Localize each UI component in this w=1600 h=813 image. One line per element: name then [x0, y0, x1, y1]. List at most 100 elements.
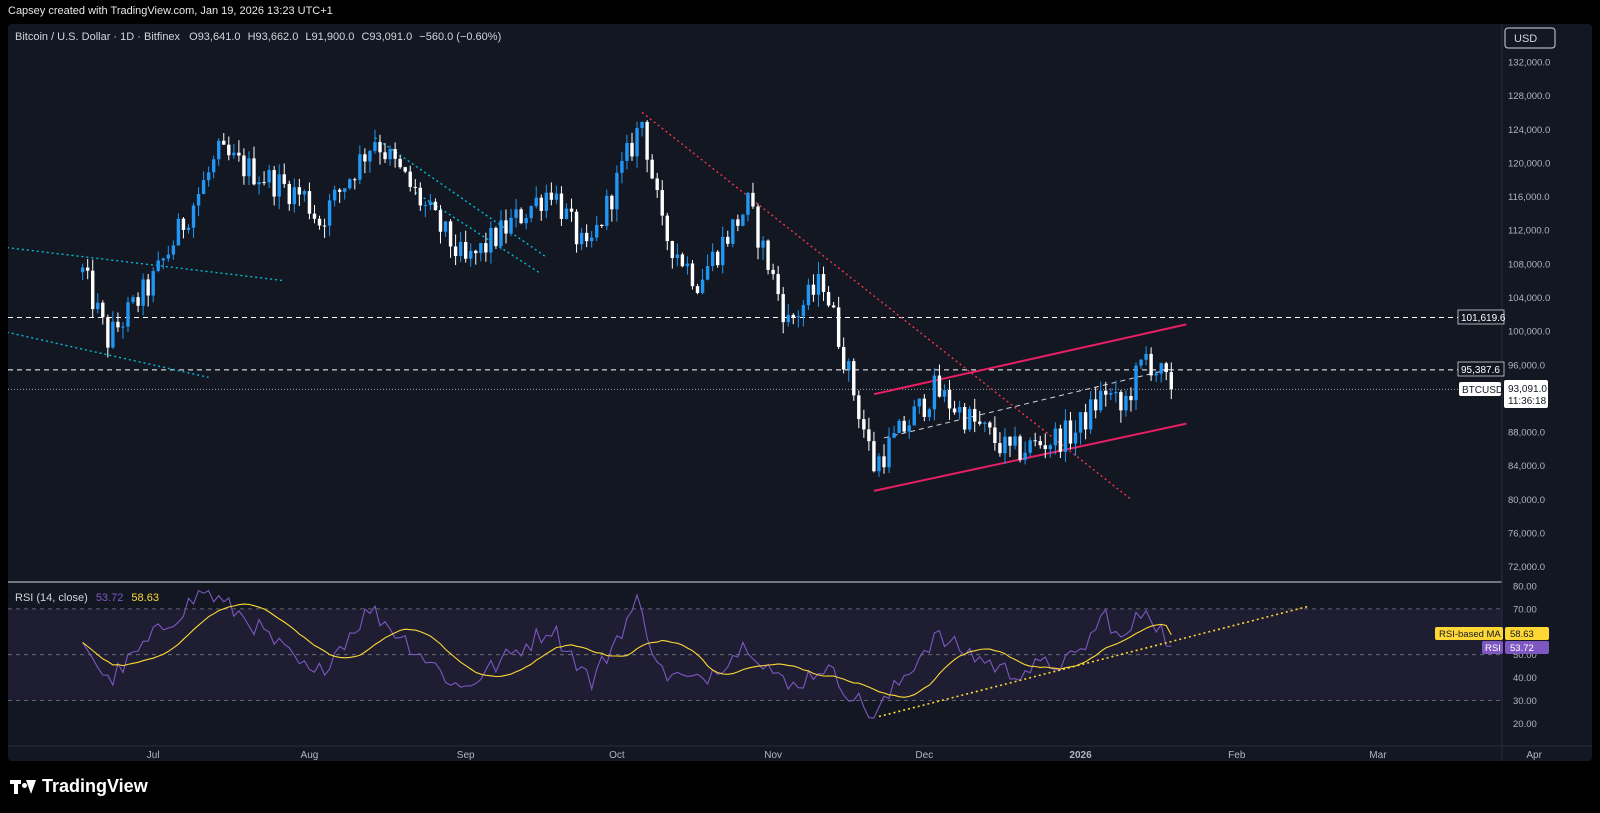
candle[interactable]	[121, 321, 125, 339]
candle[interactable]	[196, 187, 201, 217]
candle[interactable]	[1104, 381, 1108, 407]
candle[interactable]	[1058, 424, 1063, 459]
candle[interactable]	[1053, 422, 1058, 455]
candle[interactable]	[237, 140, 241, 162]
candle[interactable]	[1088, 391, 1093, 434]
candle[interactable]	[957, 400, 962, 420]
candle[interactable]	[554, 185, 559, 204]
candle[interactable]	[962, 403, 967, 434]
candle[interactable]	[1003, 428, 1007, 464]
candle[interactable]	[116, 312, 120, 332]
candle[interactable]	[645, 120, 649, 173]
candle[interactable]	[1068, 411, 1073, 450]
chart-legend[interactable]: Bitcoin / U.S. Dollar · 1D · Bitfinex O9…	[15, 31, 501, 43]
time-axis[interactable]: Jul Aug Sep Oct Nov Dec 2026 Feb Mar Apr	[8, 745, 1592, 761]
candle[interactable]	[1149, 347, 1153, 381]
candle[interactable]	[1043, 433, 1047, 459]
tradingview-logo[interactable]: TradingView	[10, 776, 148, 797]
candle[interactable]	[670, 240, 675, 269]
candle[interactable]	[705, 254, 710, 281]
candle[interactable]	[141, 273, 145, 316]
candle[interactable]	[378, 134, 382, 165]
candle[interactable]	[1129, 387, 1133, 412]
candle[interactable]	[96, 293, 100, 314]
candle[interactable]	[343, 188, 347, 200]
candle[interactable]	[509, 208, 513, 237]
candle[interactable]	[973, 398, 977, 433]
candle[interactable]	[1078, 412, 1083, 445]
candle[interactable]	[589, 230, 594, 248]
currency-button[interactable]: USD	[1504, 27, 1556, 49]
candle[interactable]	[479, 242, 483, 262]
candle[interactable]	[458, 232, 463, 262]
candle[interactable]	[348, 178, 352, 190]
candle[interactable]	[781, 286, 785, 334]
candle[interactable]	[211, 155, 216, 179]
candle[interactable]	[227, 136, 231, 161]
candle[interactable]	[862, 409, 866, 438]
candle[interactable]	[907, 419, 911, 439]
candle[interactable]	[615, 165, 619, 222]
candle[interactable]	[786, 303, 790, 327]
rsi-legend[interactable]: RSI (14, close) 53.72 58.63	[15, 592, 159, 604]
candle[interactable]	[605, 189, 609, 231]
candle[interactable]	[841, 337, 846, 374]
candle[interactable]	[978, 411, 982, 426]
candle[interactable]	[337, 188, 342, 204]
candle[interactable]	[176, 213, 181, 246]
candle[interactable]	[393, 142, 397, 168]
candle[interactable]	[685, 256, 690, 275]
candle[interactable]	[463, 230, 468, 263]
candle[interactable]	[443, 220, 448, 237]
candle[interactable]	[610, 194, 614, 222]
candle[interactable]	[776, 265, 780, 301]
candle[interactable]	[191, 202, 196, 238]
candle[interactable]	[887, 427, 891, 474]
candle[interactable]	[1114, 380, 1118, 403]
candle[interactable]	[322, 218, 327, 238]
candle[interactable]	[287, 180, 291, 211]
candle[interactable]	[272, 165, 276, 206]
candle[interactable]	[206, 166, 211, 187]
candle[interactable]	[433, 198, 438, 211]
candle[interactable]	[771, 263, 775, 280]
candle[interactable]	[736, 214, 740, 232]
candle[interactable]	[292, 178, 297, 213]
candle[interactable]	[418, 182, 423, 211]
candle[interactable]	[317, 215, 322, 230]
candle[interactable]	[882, 444, 886, 474]
candle[interactable]	[569, 198, 574, 222]
candle[interactable]	[1164, 361, 1168, 381]
candle[interactable]	[640, 121, 644, 137]
candle[interactable]	[927, 407, 932, 422]
candle[interactable]	[489, 221, 493, 264]
candle[interactable]	[655, 172, 659, 198]
candle[interactable]	[539, 194, 543, 221]
candle[interactable]	[897, 418, 901, 434]
candle[interactable]	[826, 286, 831, 308]
candle[interactable]	[524, 213, 528, 230]
candle[interactable]	[746, 191, 750, 222]
candle[interactable]	[998, 432, 1002, 457]
candle[interactable]	[584, 224, 589, 248]
candle[interactable]	[1139, 358, 1143, 370]
candle[interactable]	[559, 186, 564, 226]
candle[interactable]	[428, 193, 433, 211]
candle[interactable]	[821, 266, 826, 302]
candle[interactable]	[474, 249, 478, 265]
candle[interactable]	[1033, 432, 1037, 447]
symbol-description[interactable]: Bitcoin / U.S. Dollar · 1D · Bitfinex	[15, 31, 181, 43]
candle[interactable]	[514, 198, 518, 228]
candle[interactable]	[297, 178, 302, 207]
candle[interactable]	[922, 394, 927, 422]
candle[interactable]	[857, 390, 861, 429]
candle[interactable]	[741, 213, 745, 227]
candle[interactable]	[85, 258, 90, 280]
candle[interactable]	[731, 219, 735, 248]
candle[interactable]	[504, 209, 508, 244]
candle[interactable]	[600, 224, 604, 229]
candle[interactable]	[816, 261, 821, 307]
candle[interactable]	[544, 184, 549, 219]
candle[interactable]	[791, 313, 795, 325]
candle[interactable]	[630, 132, 634, 161]
